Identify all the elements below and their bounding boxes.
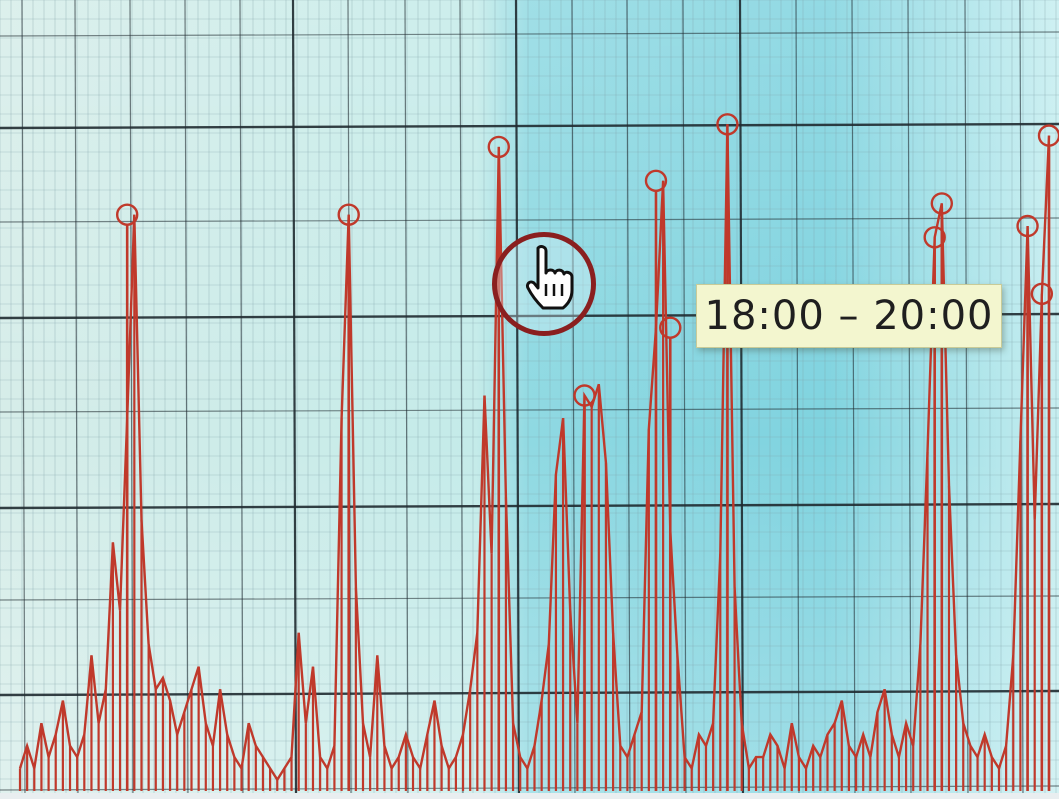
- major-gridline-x: [74, 0, 79, 799]
- major-gridline-x: [514, 0, 521, 799]
- major-gridline-y: [0, 407, 1059, 413]
- peak-marker: [659, 316, 682, 339]
- major-gridline-y: [0, 31, 1059, 37]
- peak-marker: [573, 384, 596, 407]
- peak-marker: [930, 192, 954, 215]
- major-gridline-x: [626, 0, 631, 799]
- major-gridline-x: [964, 0, 969, 799]
- major-gridline-x: [21, 0, 26, 799]
- peak-marker: [923, 226, 946, 249]
- tooltip-text: 18:00 – 20:00: [704, 293, 994, 339]
- series-line-group: [18, 124, 1051, 791]
- major-gridline-x: [682, 0, 687, 799]
- time-range-tooltip: 18:00 – 20:00: [696, 284, 1002, 348]
- peak-marker: [1037, 124, 1059, 147]
- major-gridline-x: [404, 0, 409, 799]
- major-gridline-x: [851, 0, 856, 799]
- major-gridline-y: [0, 595, 1059, 601]
- peak-marker: [337, 203, 360, 226]
- major-gridline-x: [738, 0, 745, 799]
- screen-bottom-edge: [0, 793, 1059, 799]
- peak-marker: [1016, 214, 1039, 238]
- major-gridline-y: [0, 502, 1059, 510]
- peak-marker: [487, 135, 510, 159]
- peak-marker: [1030, 282, 1054, 305]
- peak-marker: [716, 113, 739, 136]
- major-gridline-x: [239, 0, 244, 799]
- peak-marker: [115, 203, 139, 226]
- major-gridline-x: [129, 0, 134, 799]
- major-gridline-x: [795, 0, 800, 799]
- major-gridline-x: [459, 0, 464, 799]
- major-gridline-x: [184, 0, 189, 799]
- major-gridline-x: [907, 0, 912, 799]
- peak-markers: [115, 113, 1059, 791]
- peak-marker: [644, 169, 668, 193]
- major-gridline-y: [0, 689, 1059, 697]
- major-gridline-y: [0, 217, 1059, 223]
- hand-pointer-icon: [526, 245, 574, 310]
- major-gridline-x: [291, 0, 298, 799]
- major-gridline-y: [0, 122, 1059, 130]
